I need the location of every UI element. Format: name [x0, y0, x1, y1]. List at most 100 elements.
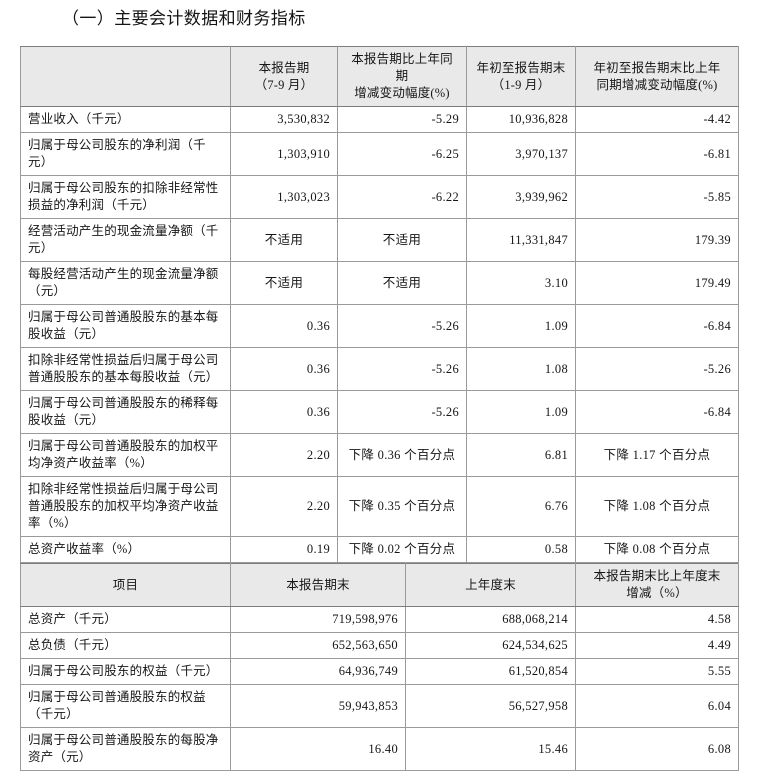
- table-cell: 179.49: [575, 261, 739, 305]
- table-cell: 16.40: [230, 727, 406, 771]
- table-cell: -5.26: [337, 390, 467, 434]
- row-label: 归属于母公司普通股股东的加权平均净资产收益率（%）: [20, 433, 231, 477]
- row-label: 归属于母公司普通股股东的权益（千元）: [20, 684, 231, 728]
- column-header-3: 本报告期末比上年度末 增减（%）: [575, 563, 739, 607]
- table-cell: 1.08: [466, 347, 576, 391]
- column-header-line: 年初至报告期末比上年: [593, 60, 721, 75]
- row-label: 总资产（千元）: [20, 606, 231, 633]
- row-label: 扣除非经常性损益后归属于母公司普通股股东的基本每股收益（元）: [20, 347, 231, 391]
- table-cell: -6.84: [575, 390, 739, 434]
- row-label: 归属于母公司普通股股东的基本每股收益（元）: [20, 304, 231, 348]
- column-header-line: 上年度末: [465, 577, 516, 592]
- table-row: 扣除非经常性损益后归属于母公司普通股股东的基本每股收益（元） 0.36 -5.26 1…: [20, 347, 739, 391]
- table-cell: 0.58: [466, 536, 576, 563]
- column-header-line: 本报告期末: [286, 577, 350, 592]
- table-cell: -5.26: [337, 304, 467, 348]
- table-row: 归属于母公司普通股股东的加权平均净资产收益率（%） 2.20 下降 0.36 个百分…: [20, 433, 739, 477]
- row-label: 经营活动产生的现金流量净额（千元）: [20, 218, 231, 262]
- table-cell: 688,068,214: [405, 606, 576, 633]
- table-cell: 下降 0.35 个百分点: [337, 476, 467, 537]
- table-row: 总资产收益率（%） 0.19 下降 0.02 个百分点 0.58 下降 0.08 个百分…: [20, 536, 739, 563]
- table-cell: 4.58: [575, 606, 739, 633]
- column-header-line: 年初至报告期末: [476, 60, 566, 75]
- column-header-line: （1-9 月）: [491, 77, 551, 92]
- table-cell: 64,936,749: [230, 658, 406, 685]
- table-header-row: 本报告期 （7-9 月） 本报告期比上年同期 增减变动幅度(%) 年初至报告期末 （1-9…: [20, 46, 739, 107]
- table-cell: 0.36: [230, 304, 338, 348]
- table-cell: 0.19: [230, 536, 338, 563]
- table-cell: 0.36: [230, 347, 338, 391]
- column-header-1: 本报告期末: [230, 563, 406, 607]
- table-cell: 15.46: [405, 727, 576, 771]
- table-cell: 下降 0.02 个百分点: [337, 536, 467, 563]
- table-cell: -6.22: [337, 175, 467, 219]
- table-cell: 不适用: [230, 261, 338, 305]
- table-cell: 下降 0.36 个百分点: [337, 433, 467, 477]
- table-row: 归属于母公司普通股股东的稀释每股收益（元） 0.36 -5.26 1.09 -6.84: [20, 390, 739, 434]
- table-row: 总负债（千元） 652,563,650 624,534,625 4.49: [20, 632, 739, 659]
- row-label: 归属于母公司股东的净利润（千元）: [20, 132, 231, 176]
- page-title: （一）主要会计数据和财务指标: [62, 9, 306, 28]
- column-header-line: 同期增减变动幅度(%): [596, 77, 718, 92]
- column-header-item: 项目: [20, 563, 231, 607]
- table-cell: 719,598,976: [230, 606, 406, 633]
- row-label: 总资产收益率（%）: [20, 536, 231, 563]
- table-row: 每股经营活动产生的现金流量净额（元） 不适用 不适用 3.10 179.49: [20, 261, 739, 305]
- table-cell: 10,936,828: [466, 106, 576, 133]
- table-cell: 624,534,625: [405, 632, 576, 659]
- quarterly-metrics-table: 本报告期 （7-9 月） 本报告期比上年同期 增减变动幅度(%) 年初至报告期末 （1-9…: [20, 46, 739, 563]
- table-cell: 3,939,962: [466, 175, 576, 219]
- column-header-item: [20, 46, 231, 107]
- column-header-2: 本报告期比上年同期增减变动幅度(%): [337, 46, 467, 107]
- table-row: 归属于母公司股东的扣除非经常性损益的净利润（千元） 1,303,023 -6.22 3…: [20, 175, 739, 219]
- table-cell: 6.81: [466, 433, 576, 477]
- table-row: 归属于母公司股东的权益（千元） 64,936,749 61,520,854 5.55: [20, 658, 739, 685]
- row-label: 扣除非经常性损益后归属于母公司普通股股东的加权平均净资产收益率（%）: [20, 476, 231, 537]
- table-cell: 3,530,832: [230, 106, 338, 133]
- table-cell: 3.10: [466, 261, 576, 305]
- table-cell: 11,331,847: [466, 218, 576, 262]
- column-header-line: 本报告期比上年同期: [351, 52, 453, 83]
- column-header-line: （7-9 月）: [254, 77, 314, 92]
- table-cell: 2.20: [230, 433, 338, 477]
- column-header-1: 本报告期 （7-9 月）: [230, 46, 338, 107]
- row-label: 归属于母公司股东的权益（千元）: [20, 658, 231, 685]
- table-row: 归属于母公司普通股股东的基本每股收益（元） 0.36 -5.26 1.09 -6.84: [20, 304, 739, 348]
- table-cell: 1.09: [466, 304, 576, 348]
- quarterly-table-header: 本报告期 （7-9 月） 本报告期比上年同期 增减变动幅度(%) 年初至报告期末 （1-9…: [20, 46, 739, 107]
- table-cell: 下降 1.17 个百分点: [575, 433, 739, 477]
- table-cell: -6.84: [575, 304, 739, 348]
- table-cell: 1.09: [466, 390, 576, 434]
- column-header-2: 上年度末: [405, 563, 576, 607]
- table-header-row: 项目 本报告期末 上年度末 本报告期末比上年度末 增减（%）: [20, 563, 739, 607]
- table-cell: 2.20: [230, 476, 338, 537]
- table-row: 总资产（千元） 719,598,976 688,068,214 4.58: [20, 606, 739, 633]
- table-cell: 下降 1.08 个百分点: [575, 476, 739, 537]
- table-cell: 6.76: [466, 476, 576, 537]
- table-cell: 下降 0.08 个百分点: [575, 536, 739, 563]
- table-cell: -6.81: [575, 132, 739, 176]
- table-cell: 5.55: [575, 658, 739, 685]
- table-cell: 61,520,854: [405, 658, 576, 685]
- row-label: 归属于母公司普通股股东的稀释每股收益（元）: [20, 390, 231, 434]
- table-cell: -5.26: [337, 347, 467, 391]
- table-cell: 4.49: [575, 632, 739, 659]
- table-cell: 1,303,910: [230, 132, 338, 176]
- table-cell: 1,303,023: [230, 175, 338, 219]
- row-label: 总负债（千元）: [20, 632, 231, 659]
- column-header-line: 增减变动幅度(%): [354, 86, 450, 100]
- table-cell: 59,943,853: [230, 684, 406, 728]
- balance-table-header: 项目 本报告期末 上年度末 本报告期末比上年度末 增减（%）: [20, 563, 739, 607]
- table-cell: -4.42: [575, 106, 739, 133]
- table-cell: 56,527,958: [405, 684, 576, 728]
- row-label: 营业收入（千元）: [20, 106, 231, 133]
- financial-tables: 本报告期 （7-9 月） 本报告期比上年同期 增减变动幅度(%) 年初至报告期末 （1-9…: [20, 46, 739, 771]
- quarterly-table-body: 营业收入（千元） 3,530,832 -5.29 10,936,828 -4.42 归属于…: [20, 106, 739, 563]
- balance-table-body: 总资产（千元） 719,598,976 688,068,214 4.58 总负债（千元）…: [20, 606, 739, 771]
- table-row: 营业收入（千元） 3,530,832 -5.29 10,936,828 -4.42: [20, 106, 739, 133]
- table-cell: -5.26: [575, 347, 739, 391]
- table-cell: 不适用: [230, 218, 338, 262]
- row-label: 每股经营活动产生的现金流量净额（元）: [20, 261, 231, 305]
- table-row: 经营活动产生的现金流量净额（千元） 不适用 不适用 11,331,847 179.39: [20, 218, 739, 262]
- table-cell: 不适用: [337, 218, 467, 262]
